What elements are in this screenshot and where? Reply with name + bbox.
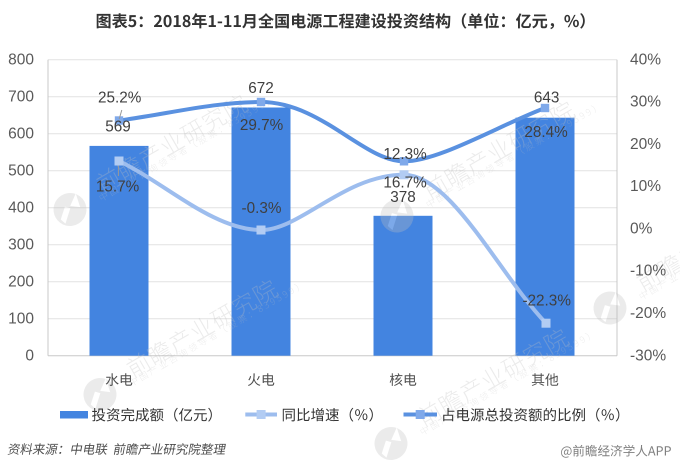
svg-text:12.3%: 12.3% (383, 146, 427, 163)
svg-text:30%: 30% (630, 94, 661, 111)
svg-text:300: 300 (8, 236, 34, 253)
svg-text:20%: 20% (630, 136, 661, 153)
svg-text:500: 500 (8, 162, 34, 179)
svg-text:-30%: -30% (630, 347, 666, 364)
svg-text:600: 600 (8, 125, 34, 142)
svg-text:672: 672 (248, 80, 274, 97)
svg-text:15.7%: 15.7% (96, 178, 140, 195)
svg-text:-10%: -10% (630, 263, 666, 280)
svg-text:800: 800 (8, 51, 34, 68)
svg-text:-20%: -20% (630, 305, 666, 322)
svg-text:100: 100 (8, 310, 34, 327)
svg-text:200: 200 (8, 273, 34, 290)
svg-text:10%: 10% (630, 178, 661, 195)
svg-text:40%: 40% (630, 51, 661, 68)
svg-text:0: 0 (25, 347, 34, 364)
svg-text:400: 400 (8, 199, 34, 216)
svg-text:643: 643 (534, 89, 560, 106)
svg-text:0%: 0% (630, 220, 653, 237)
svg-text:569: 569 (105, 119, 131, 136)
svg-text:-22.3%: -22.3% (522, 293, 571, 310)
svg-text:-0.3%: -0.3% (242, 200, 282, 217)
svg-text:28.4%: 28.4% (524, 124, 568, 141)
svg-text:700: 700 (8, 88, 34, 105)
svg-text:29.7%: 29.7% (240, 117, 284, 134)
svg-text:378: 378 (390, 189, 416, 206)
svg-text:25.2%: 25.2% (98, 89, 142, 106)
svg-text:16.7%: 16.7% (383, 175, 427, 192)
